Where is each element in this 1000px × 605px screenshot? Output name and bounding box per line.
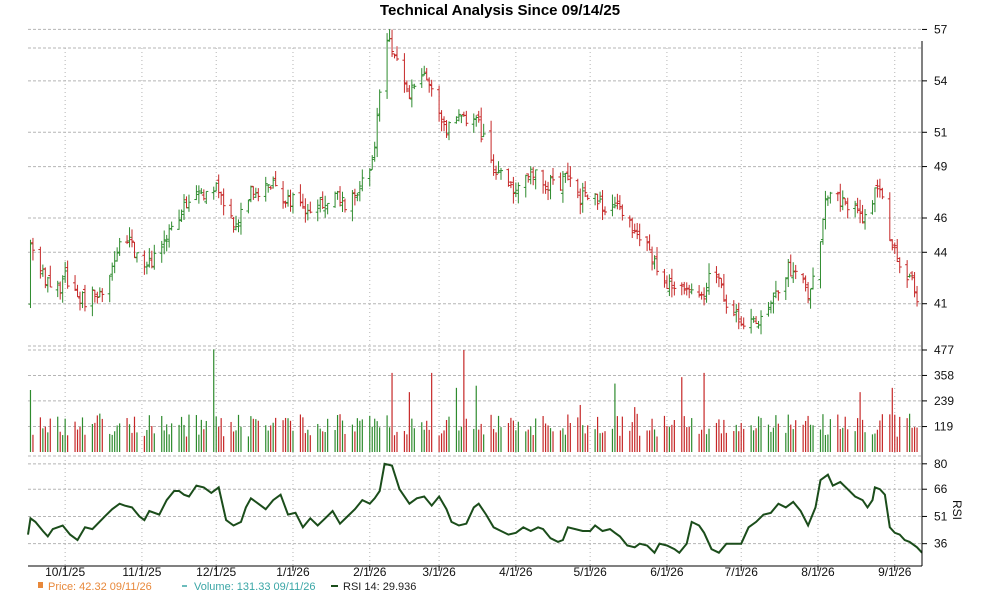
rsi-tick-label: 80 xyxy=(934,457,948,471)
legend-price-text: Price: 42.32 09/11/26 xyxy=(48,581,152,593)
volume-tick-label: 119 xyxy=(934,420,953,434)
x-tick-label: 9/1/26 xyxy=(878,565,912,579)
x-tick-label: 5/1/26 xyxy=(573,565,607,579)
x-tick-label: 8/1/26 xyxy=(801,565,835,579)
axis-layer: 41 44 46 49 51 54 57 119 239 358 477 36 51 66 80 10/1/2… xyxy=(28,22,964,579)
price-bars xyxy=(28,29,920,335)
x-tick-label: 12/1/25 xyxy=(196,565,236,579)
grid-layer xyxy=(28,28,922,566)
x-tick-label: 4/1/26 xyxy=(499,565,533,579)
x-tick-label: 1/1/26 xyxy=(276,565,310,579)
x-tick-label: 2/1/26 xyxy=(353,565,387,579)
price-tick-label: 51 xyxy=(934,125,948,139)
price-tick-label: 44 xyxy=(934,245,948,259)
legend-price-swatch xyxy=(38,582,43,588)
x-tick-label: 7/1/26 xyxy=(725,565,759,579)
x-tick-label: 6/1/26 xyxy=(650,565,684,579)
price-tick-label: 49 xyxy=(934,160,948,174)
price-tick-label: 46 xyxy=(934,211,948,225)
rsi-tick-label: 51 xyxy=(934,509,948,523)
x-tick-label: 3/1/26 xyxy=(422,565,456,579)
rsi-line-layer xyxy=(27,462,923,555)
price-tick-label: 41 xyxy=(934,297,948,311)
chart-title: Technical Analysis Since 09/14/25 xyxy=(379,2,621,19)
rsi-tick-label: 36 xyxy=(934,537,948,551)
rsi-series-line xyxy=(27,462,923,555)
rsi-axis-title: RSI xyxy=(950,500,964,520)
legend-rsi-text: RSI 14: 29.936 xyxy=(343,581,416,593)
x-tick-label: 10/1/25 xyxy=(45,565,85,579)
price-tick-label: 54 xyxy=(934,74,948,88)
volume-bars xyxy=(29,349,918,452)
x-tick-label: 11/1/25 xyxy=(122,565,161,579)
rsi-tick-label: 66 xyxy=(934,482,948,496)
legend-volume-text: Volume: 131.33 09/11/26 xyxy=(194,581,316,593)
legend: Price: 42.32 09/11/26 Volume: 131.33 09/1… xyxy=(38,581,416,593)
price-tick-label: 57 xyxy=(934,22,948,36)
volume-tick-label: 239 xyxy=(934,394,954,408)
volume-tick-label: 477 xyxy=(934,343,954,357)
volume-tick-label: 358 xyxy=(934,368,954,382)
